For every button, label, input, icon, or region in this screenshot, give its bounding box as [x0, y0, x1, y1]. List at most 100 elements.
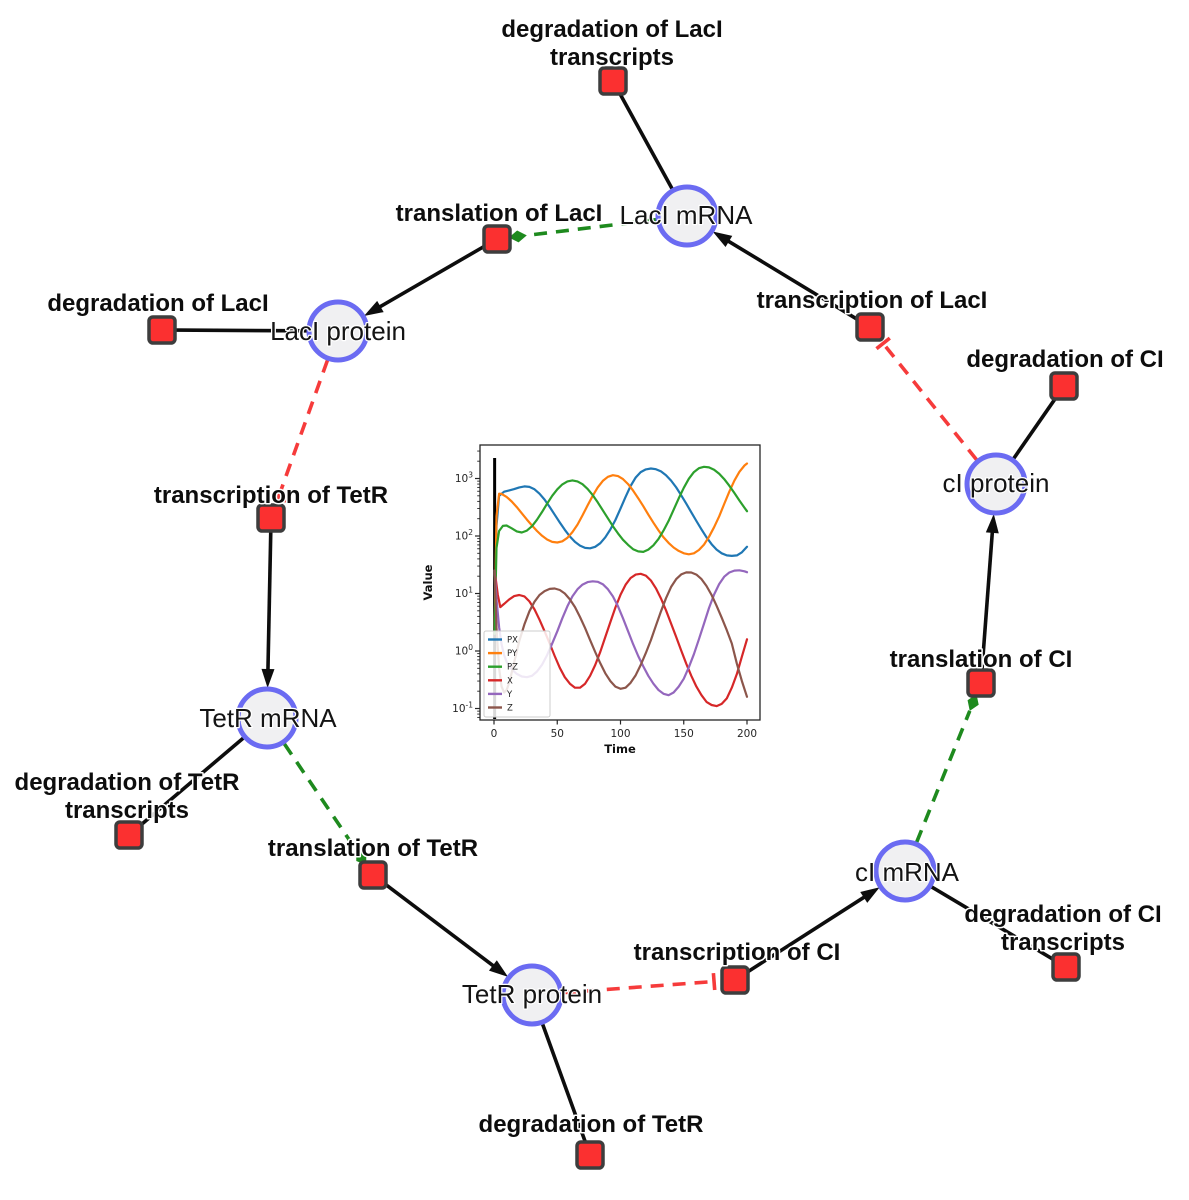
reaction-node-transcription-tetr[interactable] [256, 503, 286, 533]
edge-ci-protein-transcription-laci-line [881, 342, 979, 461]
y-axis-title: Value [421, 564, 435, 600]
edge-laci-mrna-translation-laci-diamond-arrowhead [508, 230, 527, 243]
reaction-node-translation-tetr[interactable] [358, 860, 388, 890]
edge-laci-protein-transcription-tetr-tee-bar [269, 493, 287, 503]
edge-ci-mrna-translation-ci [914, 694, 979, 843]
chart-series-PX [493, 467, 749, 635]
reaction-label-deg-tetr-line1: degradation of TetR [479, 1111, 704, 1138]
y-tick-base: 10 [452, 703, 465, 715]
y-tick-label: 103 [455, 471, 473, 486]
edge-ci-protein-transcription-laci [875, 336, 979, 461]
reaction-label-transcription-laci-line1: transcription of LacI [757, 287, 988, 314]
legend: PX PY PZ XYZ [483, 630, 551, 718]
reaction-label-translation-ci-line1: translation of CI [890, 646, 1073, 673]
edge-translation-ci-ci-protein [980, 513, 999, 672]
species-node-tetr-protein[interactable] [500, 963, 564, 1027]
reaction-label-deg-laci-transcripts-line2: transcripts [550, 44, 674, 71]
x-tick-label: 200 [737, 728, 757, 740]
edge-ci-mrna-translation-ci-diamond-arrowhead [967, 694, 979, 711]
edge-translation-laci-laci-protein-arrowhead [363, 300, 384, 316]
species-node-laci-mrna[interactable] [655, 184, 719, 248]
reaction-node-deg-ci-transcripts[interactable] [1051, 952, 1081, 982]
edge-laci-mrna-deg-laci-transcripts [617, 91, 674, 190]
edge-ci-protein-deg-ci [1012, 395, 1059, 460]
edge-translation-ci-ci-protein-arrowhead [985, 513, 999, 534]
reaction-node-deg-laci[interactable] [147, 315, 177, 345]
reaction-node-deg-laci-transcripts[interactable] [598, 66, 628, 96]
edge-transcription-laci-laci-mrna-line [725, 238, 861, 323]
reaction-label-deg-ci-line1: degradation of CI [966, 346, 1163, 373]
species-node-tetr-mrna[interactable] [235, 686, 299, 750]
species-label-tetr-protein: TetR protein [462, 979, 602, 1009]
reaction-node-deg-tetr-transcripts[interactable] [114, 820, 144, 850]
legend-label-PX: PX [507, 636, 518, 646]
edge-transcription-ci-ci-mrna-arrowhead [860, 887, 880, 903]
edge-transcription-laci-laci-mrna-arrowhead [712, 231, 733, 247]
reaction-node-deg-tetr[interactable] [575, 1140, 605, 1170]
edges-layer [137, 91, 1059, 1144]
y-tick-base: 10 [455, 473, 468, 485]
edge-tetr-protein-transcription-ci [562, 972, 717, 995]
reaction-node-transcription-ci[interactable] [720, 965, 750, 995]
species-label-ci-mrna: cI mRNA [855, 857, 960, 887]
reaction-node-transcription-laci[interactable] [855, 312, 885, 342]
reaction-label-translation-tetr-line1: translation of TetR [268, 835, 478, 862]
edge-translation-laci-laci-protein-line [376, 243, 488, 310]
y-tick-exponent: 1 [468, 586, 473, 595]
species-node-ci-protein[interactable] [964, 452, 1028, 516]
reaction-label-transcription-tetr-line1: transcription of TetR [154, 482, 388, 509]
y-tick-label: 10-1 [452, 701, 473, 716]
edge-translation-laci-laci-protein [363, 243, 488, 316]
reaction-node-translation-laci[interactable] [482, 224, 512, 254]
y-tick-base: 10 [455, 646, 468, 658]
edge-laci-protein-transcription-tetr [269, 359, 330, 503]
x-tick-label: 50 [551, 728, 564, 740]
edge-transcription-laci-laci-mrna [712, 231, 861, 323]
edge-laci-protein-deg-laci-line [174, 328, 308, 333]
legend-label-Z: Z [507, 704, 513, 714]
x-tick-label: 150 [674, 728, 694, 740]
edge-translation-tetr-tetr-protein-line [381, 880, 497, 969]
y-tick-base: 10 [455, 588, 468, 600]
edge-translation-ci-ci-protein-line [980, 529, 995, 672]
reaction-node-deg-ci[interactable] [1049, 371, 1079, 401]
edge-ci-mrna-deg-ci-transcripts-line [930, 885, 1056, 962]
chart-series-PY [493, 462, 749, 635]
edge-translation-tetr-tetr-protein [381, 880, 509, 977]
species-node-ci-mrna[interactable] [873, 839, 937, 903]
edge-ci-mrna-deg-ci-transcripts [930, 885, 1056, 962]
edge-laci-protein-transcription-tetr-line [276, 359, 330, 499]
species-label-ci-protein: cI protein [943, 468, 1050, 498]
y-tick-label: 100 [455, 643, 473, 658]
species-label-laci-protein: LacI protein [270, 316, 406, 346]
reaction-label-deg-ci-transcripts-line1: degradation of CI [964, 901, 1161, 928]
edge-ci-protein-deg-ci-line [1012, 395, 1059, 460]
species-node-laci-protein[interactable] [306, 299, 370, 363]
legend-label-Y: Y [506, 690, 513, 700]
edge-transcription-ci-ci-mrna-line [744, 894, 868, 976]
edge-tetr-mrna-deg-tetr-transcripts-line [137, 736, 245, 828]
chart-series-X [493, 572, 749, 708]
reaction-label-deg-tetr-transcripts-line1: degradation of TetR [15, 769, 240, 796]
species-label-laci-mrna: LacI mRNA [620, 200, 754, 230]
reaction-node-translation-ci[interactable] [966, 668, 996, 698]
y-tick-exponent: -1 [466, 701, 474, 710]
edge-tetr-protein-transcription-ci-tee-bar [711, 972, 717, 991]
edge-tetr-protein-deg-tetr-line [540, 1023, 588, 1144]
nodes-layer [114, 66, 1081, 1170]
edge-tetr-protein-transcription-ci-line [562, 979, 715, 995]
y-tick-exponent: 3 [468, 471, 473, 480]
labels-layer: LacI mRNA LacI protein cI protein TetR mRNA… [13, 15, 1165, 1140]
y-tick-exponent: 0 [468, 643, 473, 652]
edge-transcription-tetr-tetr-mrna-arrowhead [261, 668, 275, 689]
legend-label-X: X [507, 676, 513, 686]
edge-laci-mrna-translation-laci [508, 217, 657, 243]
reaction-label-translation-laci-line1: translation of LacI [396, 200, 603, 227]
legend-label-PZ: PZ [507, 663, 518, 673]
edge-laci-protein-deg-laci [174, 328, 308, 333]
x-tick-label: 100 [610, 728, 630, 740]
reaction-label-deg-tetr-transcripts-line2: transcripts [65, 797, 189, 824]
